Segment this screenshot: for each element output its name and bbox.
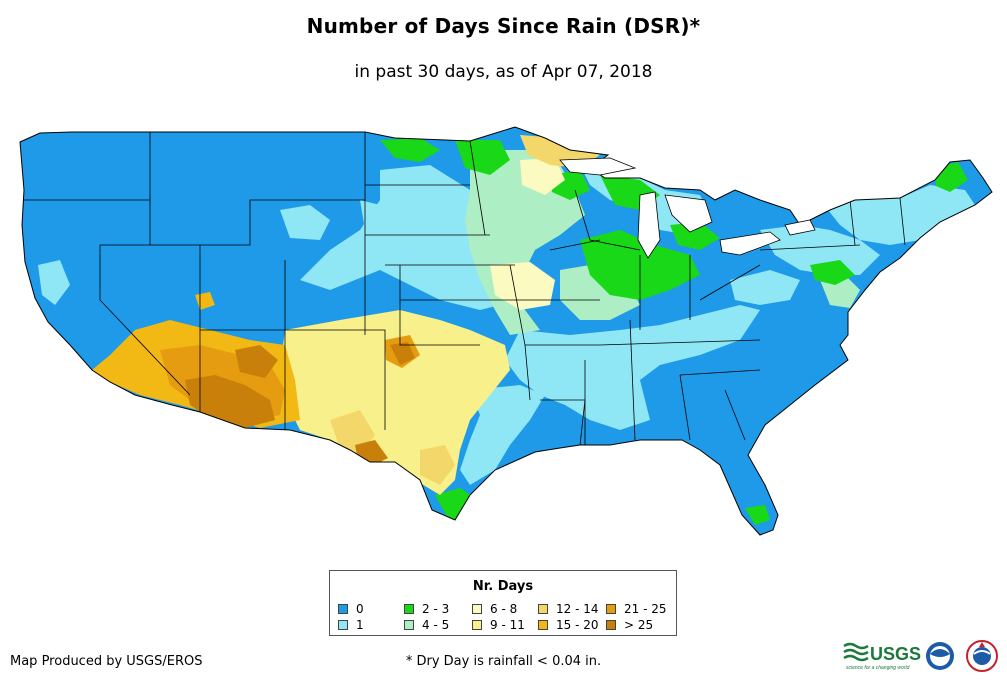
legend-label: 4 - 5 bbox=[422, 618, 450, 632]
legend-label: 6 - 8 bbox=[490, 602, 518, 616]
nws-logo bbox=[966, 640, 998, 672]
credit-text: Map Produced by USGS/EROS bbox=[10, 654, 203, 669]
legend-label: 15 - 20 bbox=[556, 618, 599, 632]
legend-label: 21 - 25 bbox=[624, 602, 667, 616]
footnote-text: * Dry Day is rainfall < 0.04 in. bbox=[405, 654, 602, 669]
map-subtitle: in past 30 days, as of Apr 07, 2018 bbox=[354, 62, 653, 82]
map-title: Number of Days Since Rain (DSR)* bbox=[306, 14, 701, 38]
legend-swatch bbox=[404, 604, 414, 614]
legend-swatch bbox=[338, 604, 348, 614]
legend-swatch bbox=[606, 604, 616, 614]
legend: Nr. Days 0 1 2 - 3 4 - 5 6 - 8 9 - 11 12… bbox=[329, 570, 677, 636]
noaa-logo bbox=[926, 642, 954, 670]
legend-label: 2 - 3 bbox=[422, 602, 450, 616]
legend-swatch bbox=[538, 620, 548, 630]
legend-swatch bbox=[404, 620, 414, 630]
legend-label: 12 - 14 bbox=[556, 602, 599, 616]
legend-swatch bbox=[338, 620, 348, 630]
agency-logos: USGS science for a changing world bbox=[843, 640, 998, 672]
legend-label: 1 bbox=[356, 618, 364, 632]
legend-swatch bbox=[606, 620, 616, 630]
legend-swatch bbox=[538, 604, 548, 614]
usgs-logo-text: USGS bbox=[870, 644, 921, 664]
usgs-logo-tagline: science for a changing world bbox=[846, 665, 910, 671]
us-dsr-map bbox=[19, 126, 993, 536]
legend-label: 9 - 11 bbox=[490, 618, 525, 632]
legend-label: > 25 bbox=[624, 618, 654, 632]
legend-label: 0 bbox=[356, 602, 364, 616]
legend-swatch bbox=[472, 604, 482, 614]
legend-swatch bbox=[472, 620, 482, 630]
usgs-logo: USGS science for a changing world bbox=[843, 642, 921, 671]
legend-title: Nr. Days bbox=[472, 579, 534, 594]
